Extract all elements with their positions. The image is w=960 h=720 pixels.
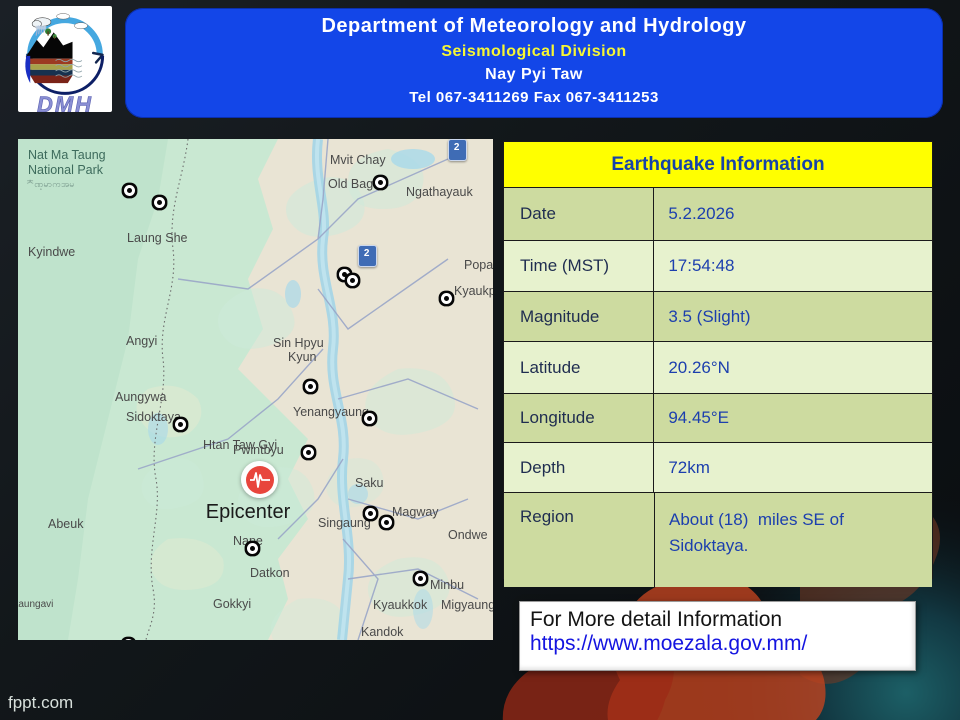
svg-text:Migyaungye: Migyaungye — [441, 598, 493, 612]
svg-text:Mvit Chay: Mvit Chay — [330, 153, 386, 167]
svg-text:Ngathayauk: Ngathayauk — [406, 185, 473, 199]
svg-text:Minbu: Minbu — [430, 578, 464, 592]
svg-text:Ondwe: Ondwe — [448, 528, 488, 542]
svg-text:Popa: Popa — [464, 258, 493, 272]
svg-text:Kandok: Kandok — [361, 625, 404, 639]
svg-text:Kyaukpadaung: Kyaukpadaung — [454, 284, 493, 298]
svg-text:ᄎဏ့မာကအမ: ᄎဏ့မာကအမ — [26, 179, 74, 190]
svg-text:Nape: Nape — [233, 534, 263, 548]
svg-text:ntaungavi: ntaungavi — [18, 599, 53, 610]
svg-text:Kyun: Kyun — [288, 350, 317, 364]
svg-text:Aungywa: Aungywa — [115, 390, 166, 404]
svg-text:Saku: Saku — [355, 476, 384, 490]
svg-text:Sidoktaya: Sidoktaya — [126, 410, 181, 424]
svg-text:Sin Hpyu: Sin Hpyu — [273, 336, 324, 350]
svg-text:Kyaukkok: Kyaukkok — [373, 598, 428, 612]
svg-text:Gokkyi: Gokkyi — [213, 597, 251, 611]
svg-text:Magway: Magway — [392, 505, 439, 519]
svg-text:Laung She: Laung She — [127, 231, 188, 245]
svg-text:National Park: National Park — [28, 163, 104, 177]
svg-text:Pwintbyu: Pwintbyu — [233, 443, 284, 457]
svg-text:Yenangyaung: Yenangyaung — [293, 405, 369, 419]
svg-text:Angyi: Angyi — [126, 334, 157, 348]
svg-text:Kyindwe: Kyindwe — [28, 245, 75, 259]
svg-text:Abeuk: Abeuk — [48, 517, 84, 531]
svg-text:Datkon: Datkon — [250, 566, 290, 580]
svg-text:Nat Ma Taung: Nat Ma Taung — [28, 148, 106, 162]
